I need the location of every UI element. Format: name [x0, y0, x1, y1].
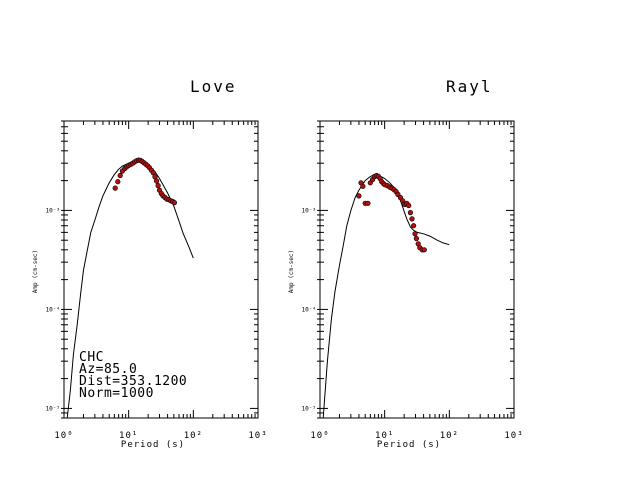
x-tick-label: 10² [184, 431, 203, 441]
chart-title: Love [190, 77, 237, 96]
x-tick-label: 10³ [248, 431, 267, 441]
data-point [171, 200, 177, 206]
data-point [154, 178, 160, 184]
model-curve [322, 174, 450, 419]
x-tick-label: 10¹ [375, 431, 394, 441]
y-tick-label: 10⁻⁴ [302, 306, 316, 313]
data-point [356, 193, 362, 199]
plot-frame [63, 120, 259, 419]
info-line: Norm=1000 [79, 386, 154, 401]
y-tick-label: 10⁻³ [46, 207, 60, 214]
data-point [409, 216, 415, 222]
chart-panel-love: 10⁰ 10¹ 10² 10³ 10⁻⁵ 10⁻⁴ 10⁻³ Love Period (s) Am… [32, 77, 267, 450]
data-point [421, 247, 427, 253]
x-tick-label: 10² [440, 431, 459, 441]
x-axis-label: Period (s) [121, 440, 185, 450]
data-point [412, 231, 418, 237]
chart-title: Rayl [446, 77, 493, 96]
x-tick-label: 10³ [504, 431, 523, 441]
data-point [407, 210, 414, 216]
y-axis-label: Amp (cm-sec) [288, 250, 295, 293]
data-point [406, 202, 412, 209]
chart-panel-rayl: 10⁰ 10¹ 10² 10³ 10⁻⁵ 10⁻⁴ 10⁻³ Rayl Period (s) Am… [288, 77, 523, 450]
x-tick-label: 10⁰ [310, 431, 329, 441]
x-tick-label: 10⁰ [54, 431, 73, 441]
plot-frame [319, 120, 515, 419]
x-axis-label: Period (s) [377, 440, 441, 450]
data-point [117, 172, 123, 179]
x-tick-label: 10¹ [119, 431, 138, 441]
y-tick-label: 10⁻⁵ [46, 405, 60, 412]
data-point [112, 185, 118, 191]
y-tick-label: 10⁻⁴ [46, 306, 60, 313]
data-point [360, 183, 366, 189]
info-line: Az=85.0 [79, 362, 137, 377]
data-point [115, 179, 121, 185]
y-tick-label: 10⁻³ [302, 207, 316, 214]
data-point [411, 223, 417, 229]
y-axis-label: Amp (cm-sec) [32, 250, 39, 293]
data-point [365, 200, 371, 206]
y-tick-label: 10⁻⁵ [302, 405, 316, 412]
info-line: CHC [79, 350, 104, 365]
data-point [155, 183, 161, 189]
data-point [413, 235, 420, 242]
info-line: Dist=353.1200 [79, 374, 187, 389]
